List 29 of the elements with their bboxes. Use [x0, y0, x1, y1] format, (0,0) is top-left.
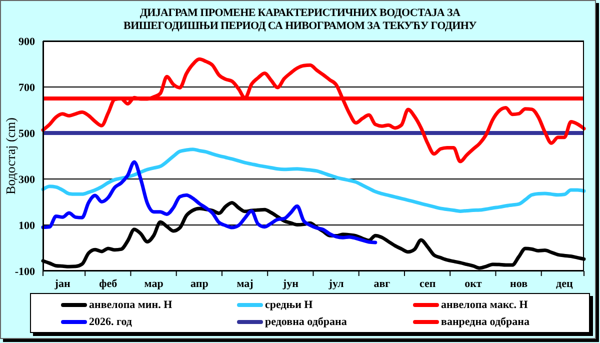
x-tick-label: авг — [374, 278, 390, 290]
y-tick-label: 100 — [18, 220, 36, 232]
chart-title: ДИЈАГРАМ ПРОМЕНЕ КАРАКТЕРИСТИЧНИХ ВОДОСТАЈА ЗА ВИШЕГОДИШЊИ ПЕРИОД СА НИВОГРАМОМ ЗА ТЕКУЋУ ГОДИНУ — [122, 7, 478, 33]
line-series — [41, 148, 586, 213]
legend-label: анвелопа мин. Н — [89, 298, 172, 310]
legend-label: 2026. год — [89, 316, 132, 328]
legend-label: средњи Н — [265, 298, 313, 310]
line-series — [41, 57, 586, 164]
x-tick-label: сеп — [419, 278, 436, 290]
y-tick-label: 500 — [18, 128, 36, 140]
x-tick-label: јан — [54, 278, 71, 290]
line-series — [41, 160, 378, 244]
legend-label: редовна одбрана — [265, 316, 347, 328]
y-tick-label: -100 — [14, 266, 36, 278]
y-tick-label: 900 — [18, 36, 36, 48]
x-tick-label: мар — [144, 278, 164, 290]
x-tick-label: окт — [464, 278, 482, 290]
x-tick-label: јун — [282, 278, 300, 290]
x-tick-label: мај — [236, 278, 254, 290]
y-axis-title: Водостај (cm) — [3, 117, 19, 195]
y-tick-label: 300 — [18, 174, 36, 186]
legend-label: анвелопа макс. Н — [441, 298, 528, 310]
y-tick-label: 700 — [18, 82, 36, 94]
x-tick-label: нов — [510, 278, 528, 290]
x-tick-label: апр — [190, 278, 208, 290]
legend-label: ванредна одбрана — [441, 316, 530, 328]
x-tick-label: дец — [556, 278, 574, 290]
x-tick-label: јул — [328, 278, 344, 290]
x-tick-label: феб — [99, 278, 118, 290]
